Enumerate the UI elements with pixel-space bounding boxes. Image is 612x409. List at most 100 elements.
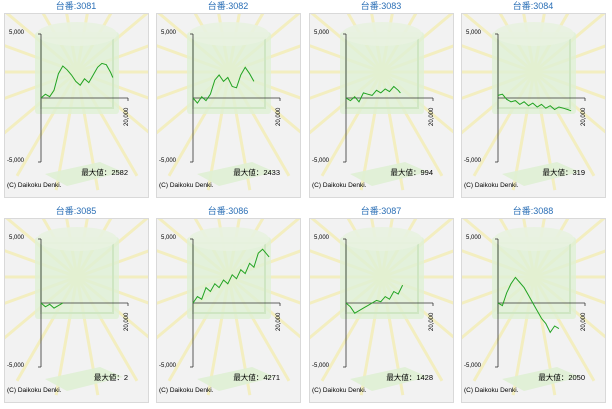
max-value-row: 最大値：319: [462, 167, 605, 178]
y-tick-label-top: 5,000: [9, 235, 25, 241]
chart-plot: [462, 14, 605, 191]
y-tick-label-bottom: -5,000: [7, 363, 25, 369]
machine-chart-1: 台番:3081 5,000 -5,000 20,000 最大値：2582 (C) Daik…: [0, 0, 152, 204]
chart-plot: [310, 14, 453, 191]
series-line: [497, 276, 560, 334]
x-tick-label: 20,000: [581, 107, 587, 126]
max-value-row: 最大値：1428: [310, 372, 453, 383]
y-tick-label-top: 5,000: [466, 235, 482, 241]
y-tick-label-top: 5,000: [161, 235, 177, 241]
chart-panel: 5,000 -5,000 20,000 最大値：319 (C) Daikoku Denk…: [461, 13, 606, 198]
decorative-background: [310, 219, 453, 396]
machine-chart-6: 台番:3086 5,000 -5,000 20,000 最大値：4271 (C) Daik…: [152, 205, 304, 409]
machine-title-link[interactable]: 台番:3086: [207, 206, 249, 216]
x-tick-label: 20,000: [581, 312, 587, 331]
max-value-prefix: 最大値：: [233, 168, 264, 177]
x-tick-label: 20,000: [124, 312, 130, 331]
chart-plot: [5, 219, 148, 396]
copyright-text: (C) Daikoku Denki.: [312, 387, 367, 394]
y-tick-label-top: 5,000: [161, 30, 177, 36]
series-line: [192, 66, 255, 104]
x-tick-label: 20,000: [276, 312, 282, 331]
machine-chart-3: 台番:3083 5,000 -5,000 20,000 最大値：994 (C) Daiko…: [305, 0, 457, 204]
machine-title-link[interactable]: 台番:3083: [360, 1, 402, 11]
y-tick-label-bottom: -5,000: [464, 363, 482, 369]
decorative-background: [5, 219, 148, 396]
y-tick-label-bottom: -5,000: [159, 158, 177, 164]
y-tick-label-top: 5,000: [314, 30, 330, 36]
machine-title-link[interactable]: 台番:3081: [55, 1, 97, 11]
chart-plot: [157, 219, 300, 396]
max-value-row: 最大値：2: [5, 372, 148, 383]
series-line: [192, 248, 270, 304]
chart-panel: 5,000 -5,000 20,000 最大値：2582 (C) Daikoku Den…: [4, 13, 149, 198]
max-value-prefix: 最大値：: [81, 168, 112, 177]
max-value: 2: [123, 373, 128, 382]
x-tick-label: 20,000: [429, 312, 435, 331]
max-value: 2050: [568, 373, 585, 382]
y-tick-label-top: 5,000: [314, 235, 330, 241]
max-value: 994: [420, 168, 433, 177]
max-value: 2433: [263, 168, 280, 177]
decorative-background: [5, 14, 148, 191]
machine-title-link[interactable]: 台番:3085: [55, 206, 97, 216]
max-value-prefix: 最大値：: [233, 373, 264, 382]
decorative-background: [157, 219, 300, 396]
max-value: 1428: [416, 373, 433, 382]
y-tick-label-bottom: -5,000: [464, 158, 482, 164]
decorative-background: [462, 219, 605, 396]
machine-chart-7: 台番:3087 5,000 -5,000 20,000 最大値：1428 (C) Daik…: [305, 205, 457, 409]
max-value-prefix: 最大値：: [538, 373, 569, 382]
chart-plot: [157, 14, 300, 191]
machine-title-link[interactable]: 台番:3087: [360, 206, 402, 216]
max-value-prefix: 最大値：: [542, 168, 573, 177]
x-tick-label: 20,000: [429, 107, 435, 126]
y-tick-label-bottom: -5,000: [312, 363, 330, 369]
y-tick-label-bottom: -5,000: [159, 363, 177, 369]
machine-title-link[interactable]: 台番:3082: [207, 1, 249, 11]
series-line: [497, 93, 572, 112]
decorative-background: [157, 14, 300, 191]
chart-panel: 5,000 -5,000 20,000 最大値：1428 (C) Daikoku Den…: [309, 218, 454, 403]
copyright-text: (C) Daikoku Denki.: [159, 387, 214, 394]
chart-plot: [462, 219, 605, 396]
max-value-row: 最大値：994: [310, 167, 453, 178]
series-line: [40, 62, 114, 99]
max-value-row: 最大値：2050: [462, 372, 605, 383]
machine-title-link[interactable]: 台番:3084: [512, 1, 554, 11]
copyright-text: (C) Daikoku Denki.: [464, 387, 519, 394]
x-tick-label: 20,000: [124, 107, 130, 126]
decorative-background: [462, 14, 605, 191]
decorative-background: [310, 14, 453, 191]
max-value: 319: [572, 168, 585, 177]
copyright-text: (C) Daikoku Denki.: [7, 387, 62, 394]
series-line: [345, 284, 404, 314]
max-value-prefix: 最大値：: [386, 373, 417, 382]
copyright-text: (C) Daikoku Denki.: [159, 182, 214, 189]
max-value-row: 最大値：2433: [157, 167, 300, 178]
y-tick-label-bottom: -5,000: [312, 158, 330, 164]
machine-chart-2: 台番:3082 5,000 -5,000 20,000 最大値：2433 (C) Daik…: [152, 0, 304, 204]
y-tick-label-top: 5,000: [466, 30, 482, 36]
max-value: 4271: [263, 373, 280, 382]
max-value-row: 最大値：4271: [157, 372, 300, 383]
max-value-row: 最大値：2582: [5, 167, 148, 178]
max-value-prefix: 最大値：: [390, 168, 421, 177]
max-value-prefix: 最大値：: [93, 373, 124, 382]
series-line: [345, 85, 401, 103]
chart-panel: 5,000 -5,000 20,000 最大値：4271 (C) Daikoku Den…: [156, 218, 301, 403]
machine-chart-5: 台番:3085 5,000 -5,000 20,000 最大値：2 (C) Daikoku…: [0, 205, 152, 409]
max-value: 2582: [111, 168, 128, 177]
chart-panel: 5,000 -5,000 20,000 最大値：2 (C) Daikoku Denki.: [4, 218, 149, 403]
y-tick-label-top: 5,000: [9, 30, 25, 36]
copyright-text: (C) Daikoku Denki.: [464, 182, 519, 189]
chart-panel: 5,000 -5,000 20,000 最大値：2050 (C) Daikoku Den…: [461, 218, 606, 403]
copyright-text: (C) Daikoku Denki.: [7, 182, 62, 189]
machine-title-link[interactable]: 台番:3088: [512, 206, 554, 216]
y-tick-label-bottom: -5,000: [7, 158, 25, 164]
machine-chart-4: 台番:3084 5,000 -5,000 20,000 最大値：319 (C) Daiko…: [457, 0, 609, 204]
series-line: [40, 302, 64, 309]
chart-panel: 5,000 -5,000 20,000 最大値：2433 (C) Daikoku Den…: [156, 13, 301, 198]
machine-chart-8: 台番:3088 5,000 -5,000 20,000 最大値：2050 (C) Daik…: [457, 205, 609, 409]
